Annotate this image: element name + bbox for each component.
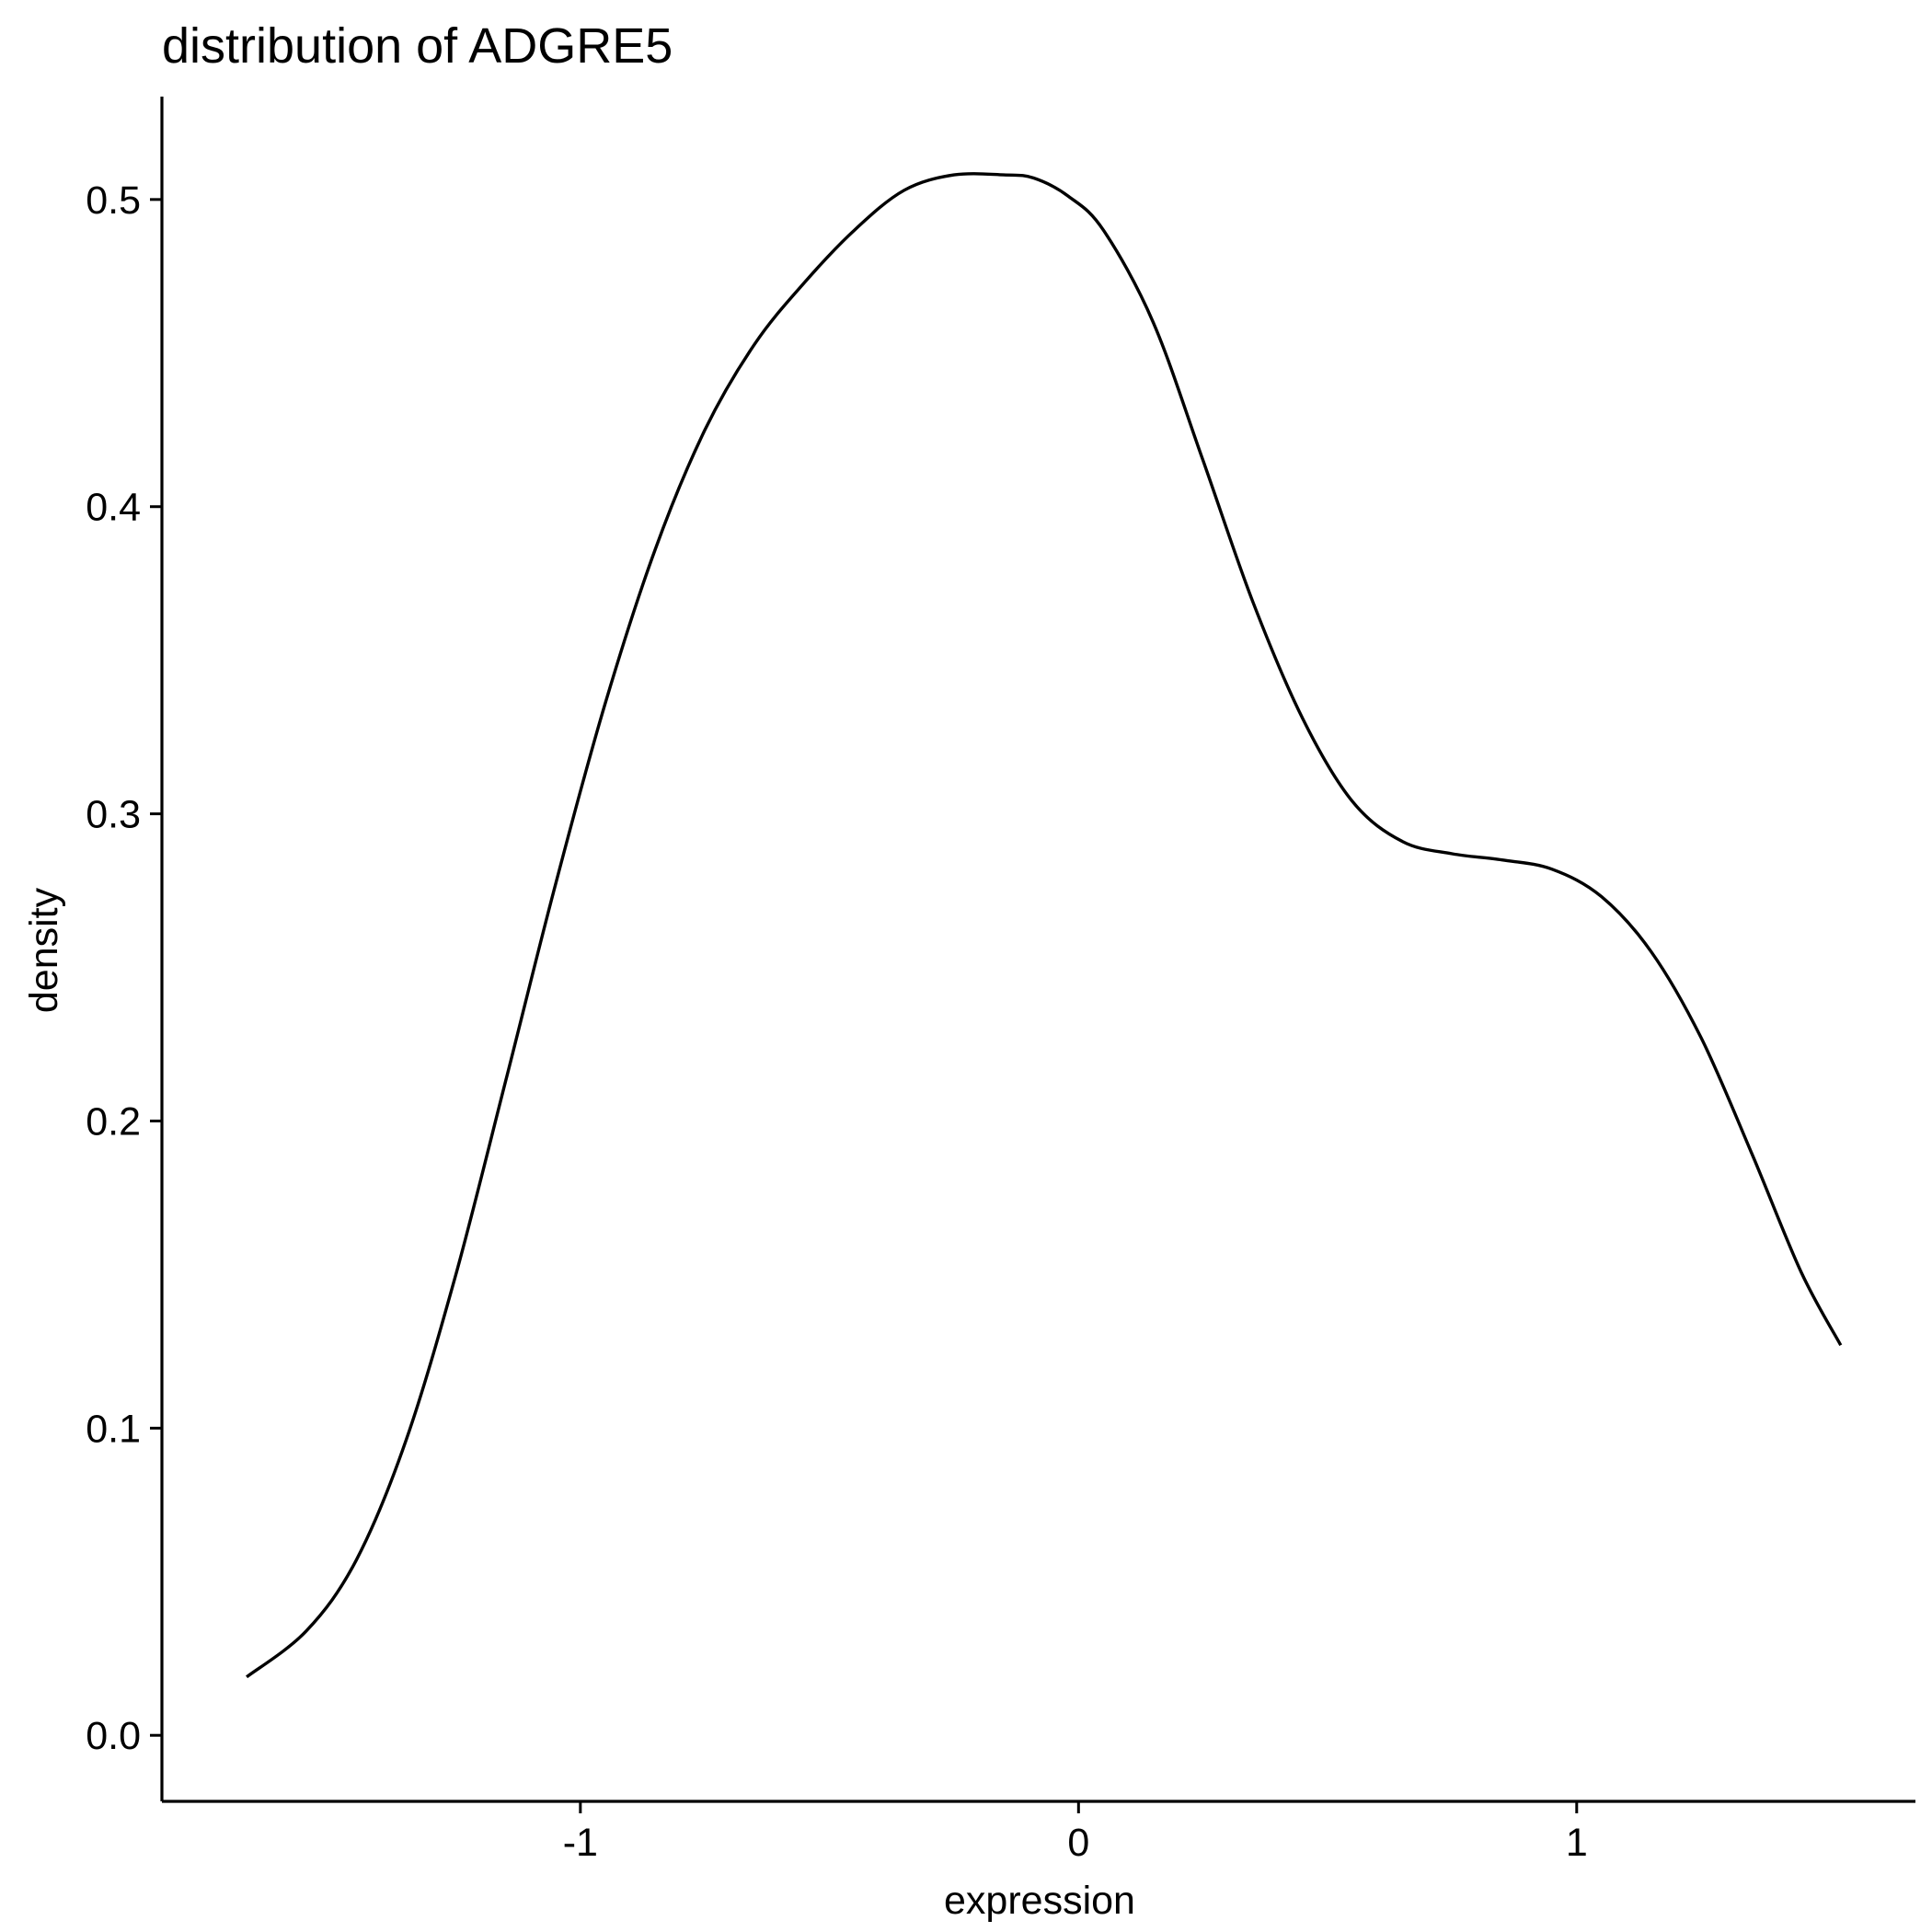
x-axis-title: expression [944,1879,1135,1923]
x-tick-label: 1 [1566,1821,1588,1865]
y-tick-label: 0.3 [86,793,141,837]
chart-title: distribution of ADGRE5 [162,18,673,74]
x-tick-label: 0 [1067,1821,1089,1865]
y-axis-title: density [22,887,66,1013]
y-tick-label: 0.4 [86,486,141,530]
x-axis: -1 0 1 [162,1800,1915,1865]
density-curve [246,172,1843,1679]
y-tick-label: 0.2 [86,1099,141,1144]
y-tick-label: 0.5 [86,178,141,223]
plot-area [246,172,1843,1679]
y-tick-label: 0.0 [86,1714,141,1758]
y-tick-label: 0.1 [86,1407,141,1451]
y-axis: 0.0 0.1 0.2 0.3 0.4 0.5 [86,97,164,1801]
x-tick-label: -1 [563,1821,598,1865]
